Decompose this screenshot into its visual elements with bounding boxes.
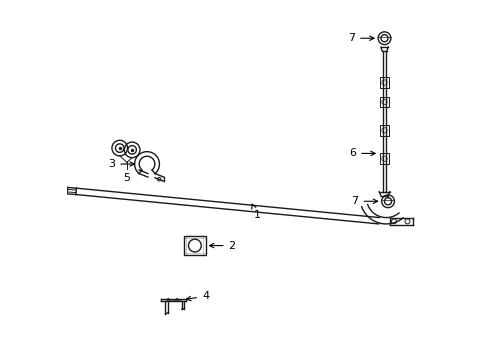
Bar (379, 97, 388, 107)
Text: 6: 6 (348, 148, 374, 158)
Text: 1: 1 (251, 204, 260, 220)
Text: 7: 7 (347, 33, 373, 43)
Text: 4: 4 (186, 291, 209, 301)
Text: 7: 7 (351, 196, 377, 206)
Bar (184, 236, 205, 255)
Bar (379, 153, 388, 164)
Text: 3: 3 (108, 159, 134, 169)
Text: 2: 2 (209, 240, 235, 251)
Bar (379, 125, 388, 136)
Text: 5: 5 (123, 173, 130, 183)
Bar (379, 77, 388, 88)
